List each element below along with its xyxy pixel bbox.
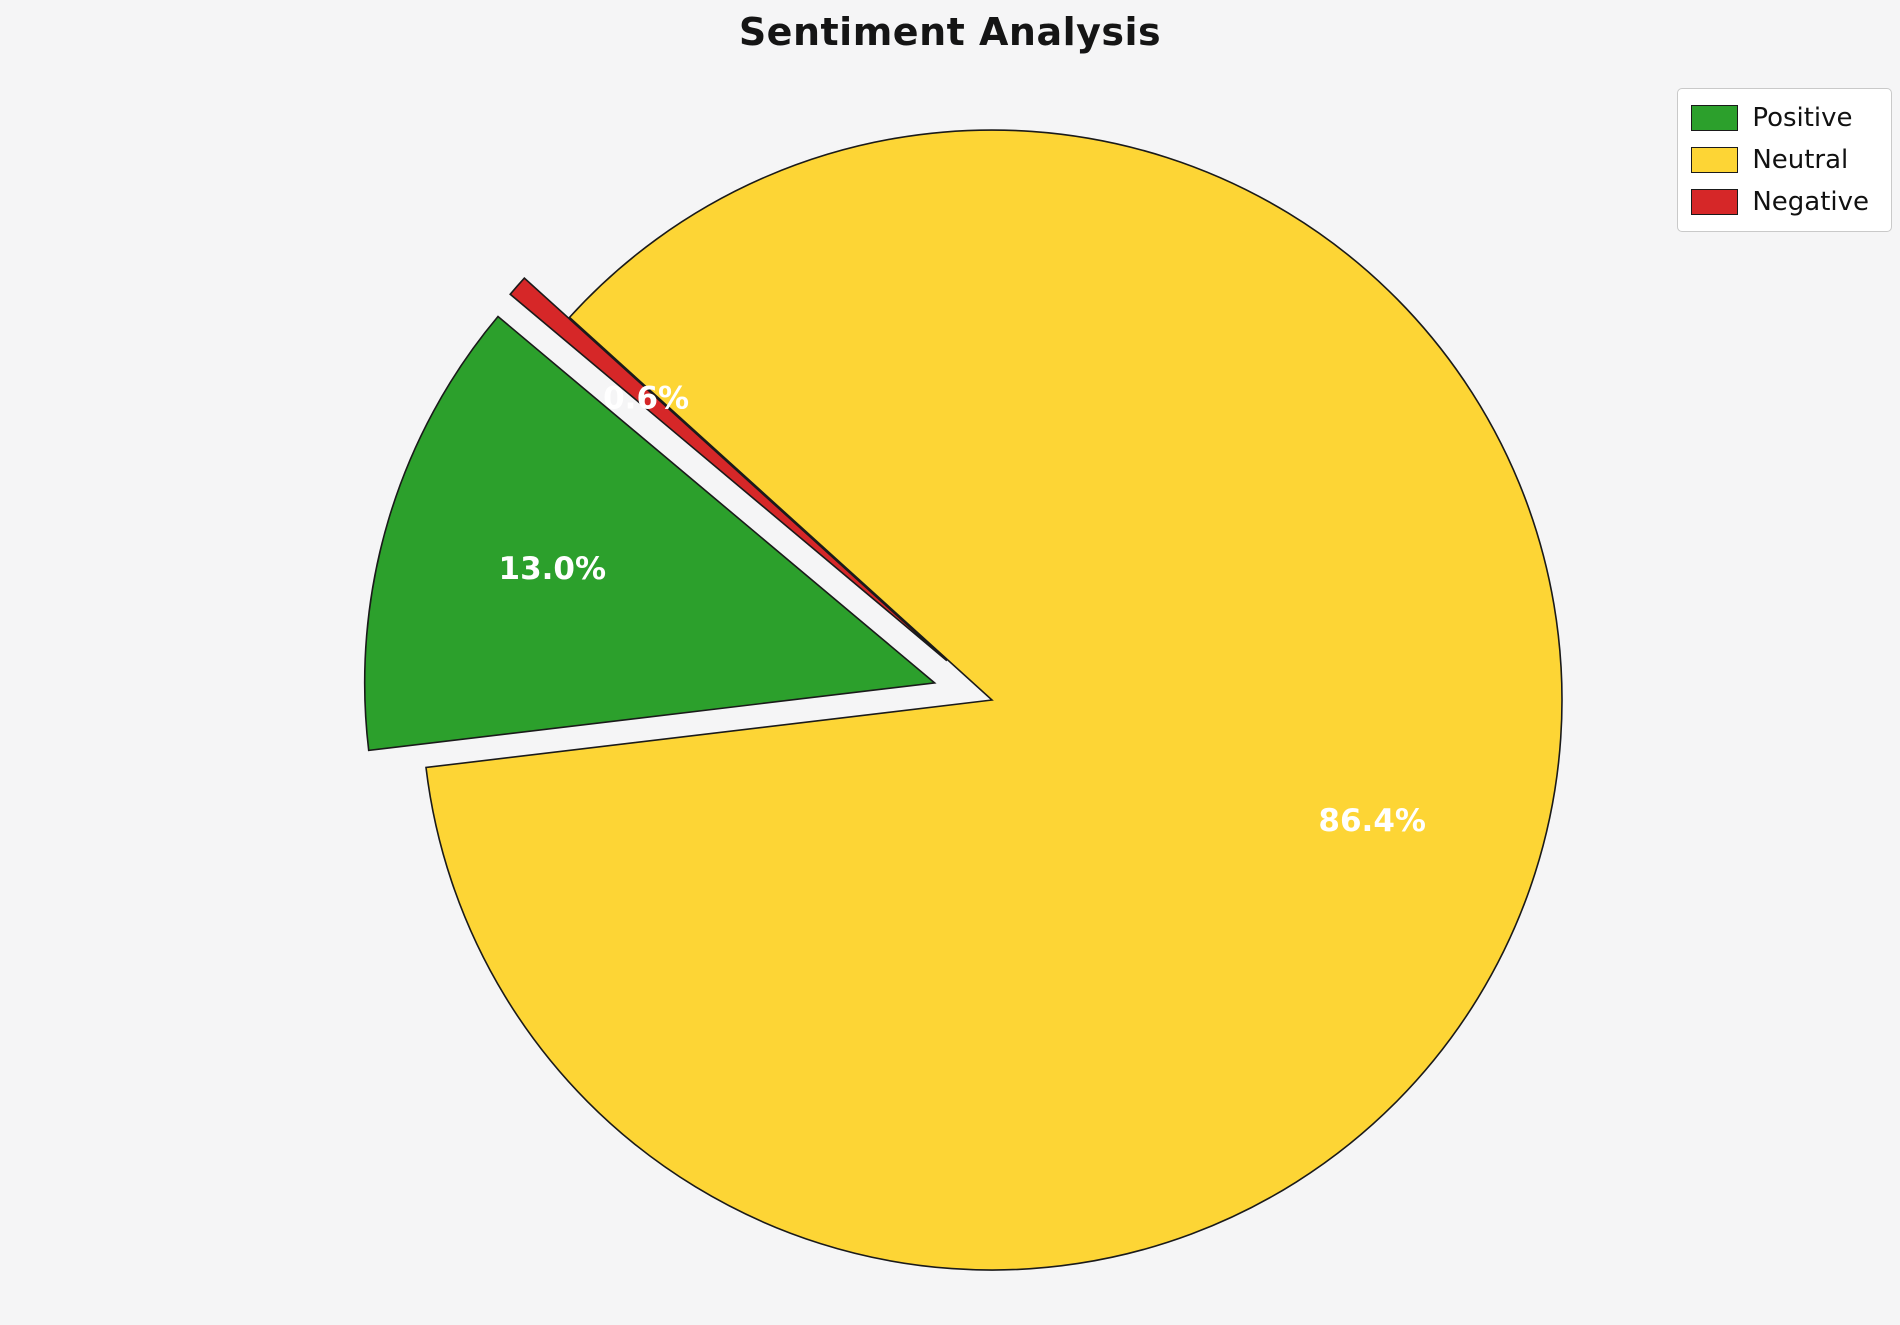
- legend-item-neutral: Neutral: [1691, 147, 1869, 173]
- legend-label-positive: Positive: [1752, 103, 1853, 133]
- pie-slice-neutral: [425, 129, 1563, 1271]
- pie-percent-label-negative: 0.6%: [603, 381, 689, 417]
- pie-percent-label-neutral: 86.4%: [1318, 803, 1426, 839]
- legend-swatch-negative: [1691, 189, 1739, 215]
- legend-item-positive: Positive: [1691, 105, 1869, 131]
- legend-swatch-neutral: [1691, 147, 1739, 173]
- chart-title: Sentiment Analysis: [738, 10, 1162, 54]
- legend-label-negative: Negative: [1752, 187, 1869, 217]
- pie-percent-label-positive: 13.0%: [499, 551, 607, 587]
- pie-slice-positive: [363, 315, 937, 752]
- legend-swatch-positive: [1691, 105, 1739, 131]
- legend-label-neutral: Neutral: [1752, 145, 1849, 175]
- legend-item-negative: Negative: [1691, 189, 1869, 215]
- pie-slice-negative: [509, 276, 948, 662]
- legend: Positive Neutral Negative: [1677, 88, 1892, 232]
